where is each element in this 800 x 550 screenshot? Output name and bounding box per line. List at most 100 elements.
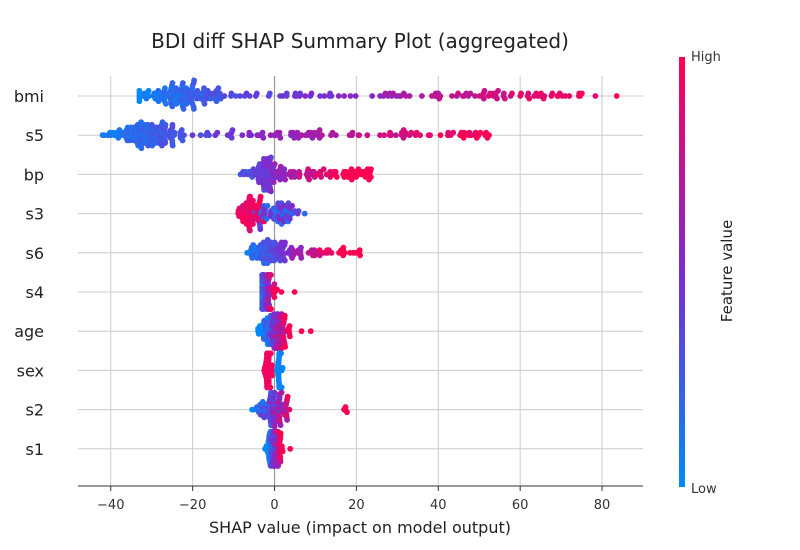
shap-point-s5 [277, 134, 284, 141]
shap-point-s4 [274, 286, 280, 293]
x-tick-label: −40 [97, 498, 124, 513]
shap-point-bmi [480, 95, 487, 102]
shap-point-s3 [286, 215, 293, 222]
x-axis-label: SHAP value (impact on model output) [209, 518, 511, 537]
shap-point-s5 [259, 129, 266, 136]
shap-point-s5 [178, 127, 185, 133]
shap-point-bp [306, 176, 312, 183]
shap-point-s4 [271, 294, 278, 301]
shap-point-bmi [201, 100, 208, 107]
colorbar-title: Feature value [718, 220, 736, 322]
shap-point-s4 [278, 289, 285, 295]
shap-point-s5 [162, 121, 169, 128]
x-tick-label: −20 [179, 498, 206, 513]
shap-point-s5 [138, 145, 145, 152]
shap-point-s2 [284, 417, 290, 423]
shap-point-bmi [406, 93, 413, 99]
shap-point-s5 [461, 129, 468, 136]
shap-point-s5 [393, 132, 399, 139]
shap-point-bmi [221, 93, 228, 99]
feature-label: s6 [25, 244, 44, 263]
shap-point-bp [271, 161, 278, 167]
shap-point-s5 [477, 129, 484, 136]
shap-point-bp [318, 174, 324, 180]
shap-point-age [282, 343, 289, 350]
shap-point-bmi [302, 93, 309, 99]
feature-label: s4 [25, 283, 44, 302]
shap-point-s6 [282, 239, 288, 246]
shap-point-age [307, 328, 314, 335]
feature-label: s5 [25, 126, 44, 145]
shap-point-s5 [388, 132, 395, 139]
shap-point-s3 [257, 193, 264, 200]
shap-point-s5 [437, 132, 444, 139]
shap-point-sex [268, 350, 274, 357]
shap-point-bmi [180, 106, 187, 112]
shap-point-bmi [335, 93, 342, 99]
shap-point-s5 [402, 129, 409, 136]
shap-point-s3 [250, 221, 256, 227]
shap-point-s1 [279, 448, 286, 455]
shap-point-bmi [579, 90, 585, 97]
shap-point-s5 [427, 132, 433, 139]
shap-point-s2 [284, 393, 291, 400]
shap-point-s5 [316, 127, 323, 133]
shap-point-s6 [311, 247, 318, 254]
shap-point-s2 [277, 422, 284, 429]
shap-point-bmi [246, 93, 253, 99]
shap-point-s4 [268, 272, 274, 278]
shap-point-s1 [279, 443, 285, 450]
shap-point-s2 [344, 409, 350, 416]
shap-point-bmi [541, 93, 548, 99]
shap-point-sex [279, 364, 286, 371]
shap-point-s5 [377, 132, 383, 139]
shap-point-s3 [264, 202, 271, 209]
shap-point-s5 [450, 129, 457, 136]
shap-point-bmi [237, 93, 243, 99]
shap-point-bmi [549, 90, 556, 97]
shap-point-bmi [328, 93, 335, 99]
shap-point-s5 [169, 121, 176, 128]
shap-point-bmi [501, 90, 507, 97]
shap-point-s5 [364, 132, 371, 139]
shap-point-bmi [419, 93, 425, 99]
shap-point-s3 [247, 227, 253, 234]
shap-point-bmi [169, 80, 176, 86]
colorbar-low-label: Low [691, 482, 717, 497]
shap-point-bmi [566, 93, 573, 99]
shap-point-bmi [180, 80, 186, 86]
shap-point-bp [368, 166, 374, 173]
colorbar-high-label: High [691, 50, 721, 65]
shap-point-s5 [239, 132, 246, 139]
shap-point-s6 [298, 244, 304, 251]
shap-point-bmi [169, 103, 176, 110]
shap-point-bmi [191, 77, 198, 84]
shap-point-s1 [277, 458, 284, 465]
shap-point-s6 [311, 252, 318, 259]
shap-point-age [298, 328, 305, 335]
shap-point-s5 [333, 132, 339, 139]
shap-point-s5 [162, 140, 169, 146]
shap-point-sex [269, 372, 275, 379]
shap-point-s6 [290, 247, 296, 254]
shap-point-s3 [295, 208, 302, 214]
shap-point-bp [348, 176, 355, 183]
shap-point-bmi [217, 90, 223, 97]
shap-point-s6 [340, 244, 347, 251]
shap-point-s5 [189, 132, 196, 139]
x-tick-label: 0 [270, 498, 278, 513]
shap-point-s5 [181, 132, 187, 139]
shap-point-s2 [271, 389, 278, 396]
shap-point-bp [332, 168, 339, 175]
shap-point-s2 [286, 406, 293, 413]
shap-point-s3 [257, 226, 264, 233]
shap-point-bmi [526, 95, 533, 102]
shap-point-s6 [328, 249, 335, 256]
shap-point-s5 [228, 134, 235, 141]
shap-point-bmi [495, 87, 501, 94]
shap-point-bp [320, 166, 327, 173]
shap-point-bp [282, 176, 289, 183]
feature-label: age [14, 322, 44, 341]
shap-point-bmi [213, 98, 220, 105]
